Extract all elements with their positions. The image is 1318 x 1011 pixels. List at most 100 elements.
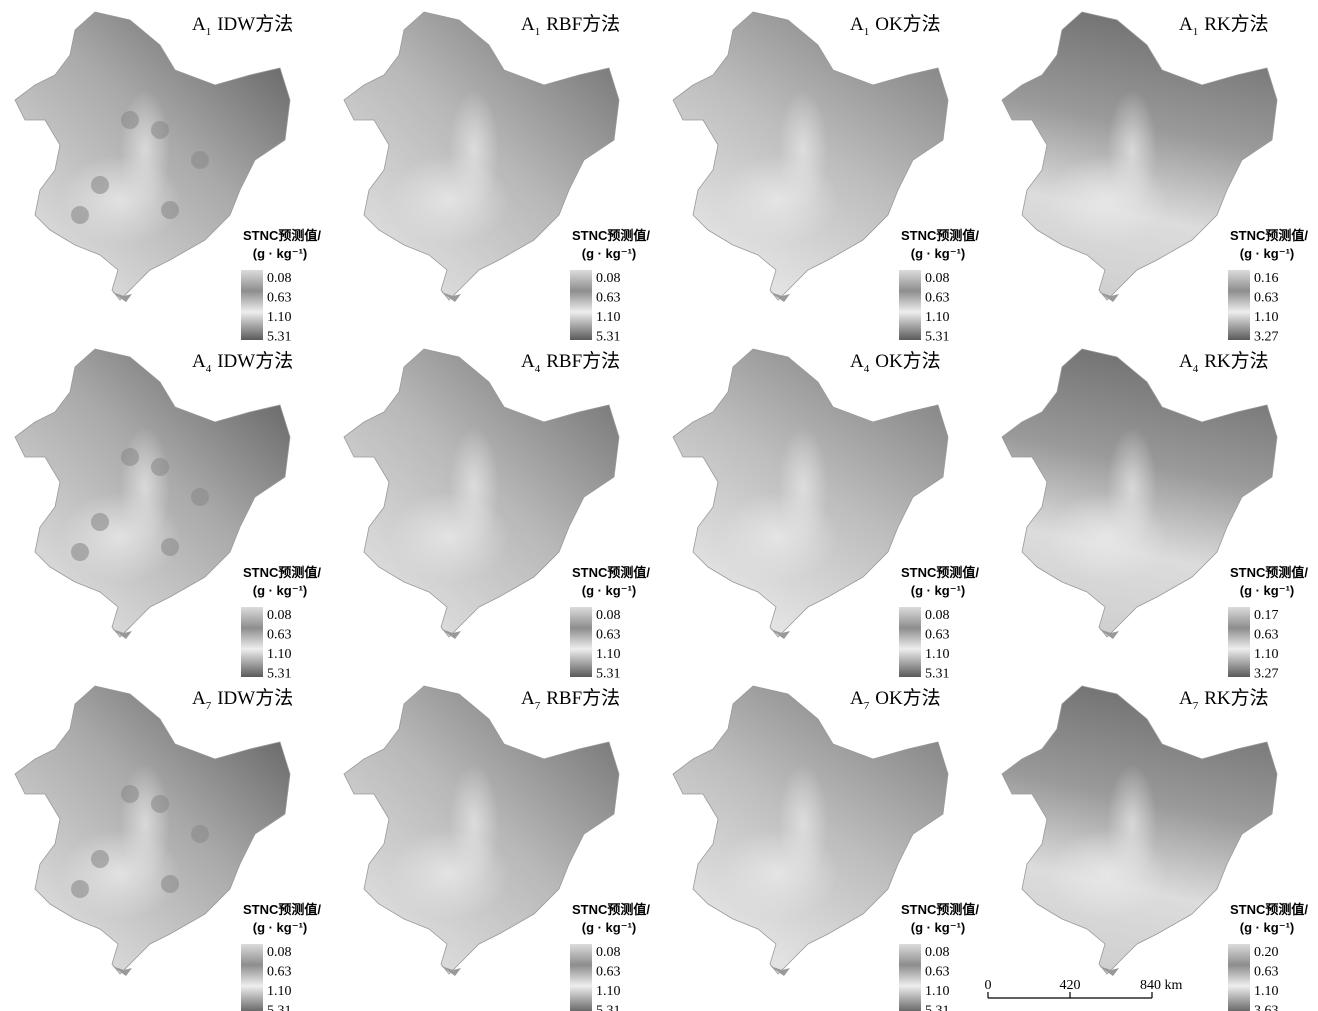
title-letter: A <box>850 688 864 709</box>
title-subscript: 1 <box>206 26 212 38</box>
title-letter: A <box>192 688 206 709</box>
title-letter: A <box>850 351 864 372</box>
idw-spot <box>91 176 109 194</box>
legend-label: 0.16 <box>1254 271 1279 286</box>
map-panel: A1RBF方法STNC预测值/(g · kg⁻¹)0.080.631.105.3… <box>344 12 650 345</box>
legend-label: 1.10 <box>1254 647 1279 662</box>
idw-spot <box>161 875 179 893</box>
legend-bar <box>1228 607 1250 677</box>
title-method: IDW方法 <box>217 687 293 709</box>
legend-label: 3.63 <box>1254 1004 1279 1011</box>
legend-bar <box>570 607 592 677</box>
legend-title: STNC预测值/ <box>901 902 979 917</box>
idw-spot <box>71 206 89 224</box>
idw-spot <box>121 785 139 803</box>
legend-label: 0.08 <box>925 271 950 286</box>
legend-label: 0.63 <box>596 291 621 306</box>
light-zone <box>120 764 170 884</box>
title-method: RBF方法 <box>546 687 620 709</box>
legend-label: 1.10 <box>596 647 621 662</box>
legend-bar <box>1228 270 1250 340</box>
title-letter: A <box>1179 688 1193 709</box>
title-subscript: 4 <box>1193 363 1199 375</box>
map-panel: A1OK方法STNC预测值/(g · kg⁻¹)0.080.631.105.31 <box>673 12 979 345</box>
legend-label: 0.20 <box>1254 945 1279 960</box>
legend-title: STNC预测值/ <box>901 565 979 580</box>
legend-title: STNC预测值/ <box>1230 228 1308 243</box>
light-zone <box>778 764 828 884</box>
idw-spot <box>151 458 169 476</box>
title-method: RK方法 <box>1204 350 1268 372</box>
panel-title: A4OK方法 <box>850 350 941 375</box>
map-panel: A4OK方法STNC预测值/(g · kg⁻¹)0.080.631.105.31 <box>673 349 979 682</box>
legend-label: 1.10 <box>596 310 621 325</box>
legend-label: 1.10 <box>925 310 950 325</box>
title-method: IDW方法 <box>217 350 293 372</box>
title-subscript: 4 <box>206 363 212 375</box>
scale-label: 0 <box>985 978 992 993</box>
legend-unit: (g · kg⁻¹) <box>582 920 637 935</box>
panel-title: A1RBF方法 <box>521 13 620 38</box>
legend-bar <box>899 270 921 340</box>
scale-label: 840 km <box>1140 978 1183 993</box>
light-zone <box>1107 764 1157 884</box>
idw-spot <box>151 121 169 139</box>
light-zone <box>1107 90 1157 210</box>
panel-title: A7 RBF方法 <box>521 687 620 712</box>
title-subscript: 1 <box>864 26 870 38</box>
panel-title: A1IDW方法 <box>192 13 293 38</box>
idw-spot <box>151 795 169 813</box>
legend-label: 0.63 <box>1254 965 1279 980</box>
legend-label: 1.10 <box>925 984 950 999</box>
map-panel: A1RK方法STNC预测值/(g · kg⁻¹)0.160.631.103.27 <box>1002 12 1308 345</box>
legend-unit: (g · kg⁻¹) <box>911 920 966 935</box>
light-zone <box>120 427 170 547</box>
legend-bar <box>241 944 263 1011</box>
map-panel: A7RBF方法STNC预测值/(g · kg⁻¹)0.080.631.105.3… <box>344 686 650 1011</box>
legend-label: 5.31 <box>267 667 292 682</box>
legend-title: STNC预测值/ <box>572 902 650 917</box>
legend-title: STNC预测值/ <box>1230 902 1308 917</box>
title-letter: A <box>521 688 535 709</box>
legend-label: 0.08 <box>267 608 292 623</box>
legend-label: 5.31 <box>596 667 621 682</box>
legend-unit: (g · kg⁻¹) <box>253 246 308 261</box>
title-subscript: 7 <box>1193 700 1199 712</box>
legend-label: 1.10 <box>267 647 292 662</box>
map-panel: A4IDW方法STNC预测值/(g · kg⁻¹)0.080.631.105.3… <box>15 349 321 682</box>
legend-label: 5.31 <box>596 330 621 345</box>
legend-bar <box>899 607 921 677</box>
title-method: RK方法 <box>1204 13 1268 35</box>
panel-title: A7OK方法 <box>850 687 941 712</box>
legend-label: 0.63 <box>925 628 950 643</box>
legend-label: 5.31 <box>925 1004 950 1011</box>
legend-label: 1.10 <box>925 647 950 662</box>
light-zone <box>1107 427 1157 547</box>
title-subscript: 4 <box>535 363 541 375</box>
panel-title: A7IDW方法 <box>192 687 293 712</box>
light-zone <box>120 90 170 210</box>
title-subscript: 7 <box>535 700 541 712</box>
legend-label: 0.63 <box>267 291 292 306</box>
legend-label: 0.08 <box>925 608 950 623</box>
legend-bar <box>241 607 263 677</box>
idw-spot <box>161 201 179 219</box>
legend-label: 0.08 <box>925 945 950 960</box>
idw-spot <box>71 880 89 898</box>
idw-spot <box>91 850 109 868</box>
idw-spot <box>121 111 139 129</box>
light-zone <box>449 90 499 210</box>
title-method: RBF方法 <box>546 350 620 372</box>
title-subscript: 1 <box>1193 26 1199 38</box>
legend-bar <box>241 270 263 340</box>
title-letter: A <box>192 351 206 372</box>
legend-label: 1.10 <box>596 984 621 999</box>
legend-title: STNC预测值/ <box>572 565 650 580</box>
panel-title: A4 IDW方法 <box>192 350 293 375</box>
legend-unit: (g · kg⁻¹) <box>253 583 308 598</box>
title-method: OK方法 <box>875 13 940 35</box>
legend-title: STNC预测值/ <box>243 902 321 917</box>
legend-label: 0.63 <box>596 965 621 980</box>
